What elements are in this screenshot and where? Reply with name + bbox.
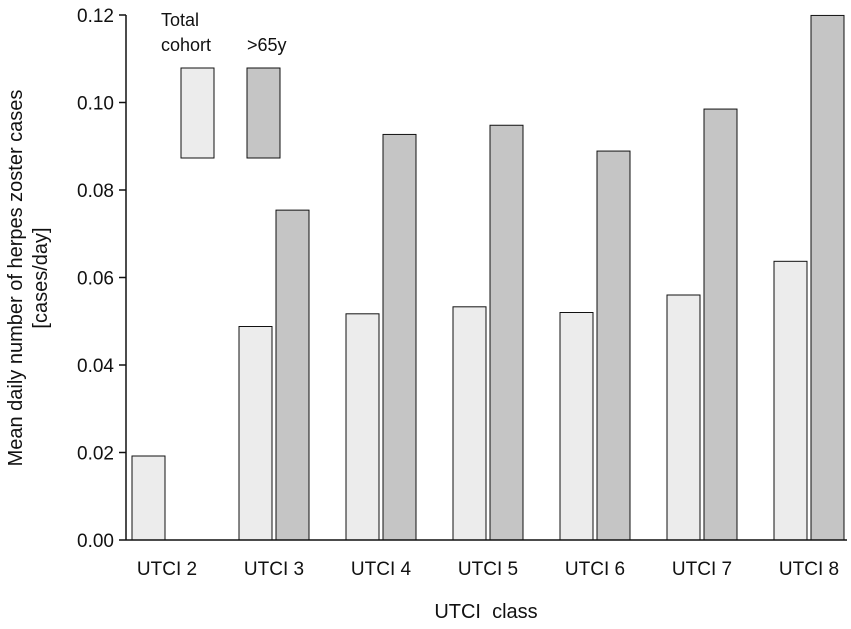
x-category-label: UTCI 6 <box>565 559 625 580</box>
legend: Total cohort >65y <box>161 10 287 159</box>
bar-total-cohort-utci-3 <box>238 326 273 541</box>
y-axis-title: Mean daily number of herpes zoster cases… <box>5 90 52 467</box>
x-category-label: UTCI 4 <box>351 559 412 580</box>
legend-label: Total <box>161 10 199 30</box>
bar-total-cohort-utci-7 <box>666 294 701 541</box>
x-axis-title: UTCI class <box>434 601 537 623</box>
x-category-label: UTCI 5 <box>458 559 518 580</box>
y-axis-title-line: [cases/day] <box>30 227 52 328</box>
y-tick-label: 0.02 <box>77 444 114 465</box>
y-tick-label: 0.12 <box>77 6 114 27</box>
bar-over-65-utci-4 <box>382 133 417 541</box>
legend-swatch <box>180 67 215 159</box>
bars <box>131 14 845 541</box>
x-axis-category-labels: UTCI 2 UTCI 3 UTCI 4 UTCI 5 UTCI 6 UTCI 7 UTCI… <box>137 559 839 580</box>
y-tick-label: 0.10 <box>77 94 114 115</box>
y-axis-ticks: 0.00 0.02 0.04 0.06 0.08 0.10 0.12 <box>77 6 126 552</box>
bar-over-65-utci-3 <box>275 209 310 541</box>
bar-over-65-utci-6 <box>596 150 631 541</box>
y-tick-label: 0.00 <box>77 531 114 552</box>
x-category-label: UTCI 2 <box>137 559 197 580</box>
x-category-label: UTCI 3 <box>244 559 304 580</box>
y-tick-label: 0.06 <box>77 269 114 290</box>
x-category-label: UTCI 8 <box>779 559 839 580</box>
bar-over-65-utci-7 <box>703 108 738 541</box>
bar-total-cohort-utci-8 <box>773 260 808 541</box>
legend-label: cohort <box>161 35 211 55</box>
bar-over-65-utci-5 <box>489 124 524 541</box>
legend-swatch <box>246 67 281 159</box>
y-tick-label: 0.04 <box>77 356 114 377</box>
bar-total-cohort-utci-5 <box>452 306 487 541</box>
legend-label: >65y <box>247 35 287 55</box>
bar-total-cohort-utci-4 <box>345 313 380 541</box>
y-tick-label: 0.08 <box>77 181 114 202</box>
x-category-label: UTCI 7 <box>672 559 732 580</box>
bar-total-cohort-utci-2 <box>131 455 166 541</box>
bar-over-65-utci-8 <box>810 14 845 541</box>
y-axis-title-line: Mean daily number of herpes zoster cases <box>5 90 27 467</box>
bar-total-cohort-utci-6 <box>559 312 594 541</box>
